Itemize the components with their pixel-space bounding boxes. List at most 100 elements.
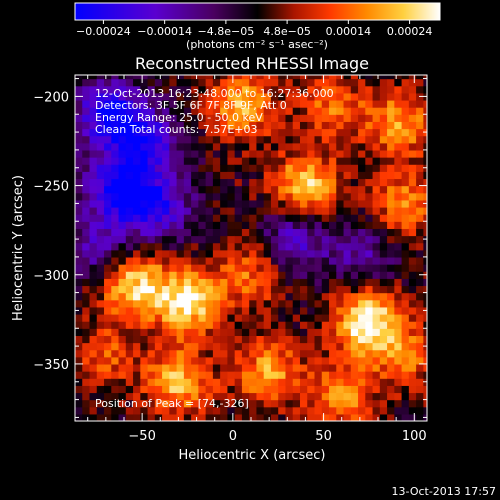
heatmap-cell <box>147 392 156 401</box>
heatmap-cell <box>111 378 120 386</box>
heatmap-cell <box>249 371 258 379</box>
heatmap-cell <box>118 256 127 265</box>
heatmap-cell <box>96 363 105 372</box>
heatmap-cell <box>82 221 91 229</box>
heatmap-cell <box>89 135 98 144</box>
heatmap-cell <box>125 85 134 94</box>
heatmap-cell <box>82 328 91 336</box>
heatmap-cell <box>387 413 395 421</box>
heatmap-cell <box>96 214 105 222</box>
heatmap-cell <box>292 385 301 394</box>
heatmap-cell <box>285 249 294 258</box>
heatmap-cell <box>401 271 410 279</box>
heatmap-cell <box>350 128 359 137</box>
heatmap-cell <box>140 178 149 187</box>
heatmap-cell <box>249 413 258 421</box>
heatmap-cell <box>292 228 301 237</box>
heatmap-cell <box>321 206 330 215</box>
heatmap-cell <box>299 371 308 379</box>
heatmap-cell <box>278 249 287 258</box>
heatmap-cell <box>154 413 163 421</box>
heatmap-cell <box>350 292 359 301</box>
heatmap-cell <box>401 85 410 94</box>
heatmap-cell <box>408 199 417 208</box>
heatmap-cell <box>89 271 98 279</box>
heatmap-cell <box>358 278 366 287</box>
heatmap-cell <box>416 321 424 329</box>
heatmap-cell <box>205 406 214 415</box>
heatmap-cell <box>416 363 424 372</box>
heatmap-cell <box>89 206 98 215</box>
heatmap-cell <box>256 92 265 101</box>
heatmap-cell <box>350 349 359 358</box>
heatmap-cell <box>416 85 424 94</box>
heatmap-cell <box>154 264 163 272</box>
heatmap-cell <box>118 192 127 201</box>
heatmap-cell <box>314 235 323 244</box>
heatmap-cell <box>307 356 316 365</box>
heatmap-cell <box>205 399 214 408</box>
heatmap-cell <box>307 228 316 237</box>
heatmap-cell <box>227 185 236 194</box>
heatmap-cell <box>307 157 316 165</box>
heatmap-cell <box>321 192 330 201</box>
heatmap-cell <box>387 206 395 215</box>
heatmap-cell <box>263 157 272 165</box>
heatmap-cell <box>423 228 427 237</box>
heatmap-cell <box>270 321 279 329</box>
heatmap-cell <box>118 164 127 172</box>
heatmap-cell <box>162 399 170 408</box>
heatmap-cell <box>350 214 359 222</box>
heatmap-cell <box>358 171 366 180</box>
heatmap-cell <box>394 292 403 301</box>
heatmap-cell <box>212 221 221 229</box>
heatmap-cell <box>205 75 214 80</box>
heatmap-cell <box>176 385 185 394</box>
heatmap-cell <box>198 199 207 208</box>
heatmap-cell <box>183 235 192 244</box>
heatmap-cell <box>183 313 192 322</box>
heatmap-cell <box>314 135 323 144</box>
heatmap-cell <box>416 313 424 322</box>
heatmap-cell <box>336 206 345 215</box>
heatmap-cell <box>314 413 323 421</box>
heatmap-cell <box>104 135 112 144</box>
heatmap-cell <box>220 185 229 194</box>
heatmap-cell <box>379 335 388 344</box>
heatmap-cell <box>307 78 316 87</box>
heatmap-cell <box>241 285 250 294</box>
heatmap-cell <box>82 306 91 315</box>
heatmap-cell <box>191 342 199 351</box>
heatmap-cell <box>249 342 258 351</box>
heatmap-cell <box>104 385 112 394</box>
heatmap-cell <box>169 199 178 208</box>
heatmap-cell <box>416 399 424 408</box>
heatmap-cell <box>358 199 366 208</box>
heatmap-cell <box>249 378 258 386</box>
heatmap-cell <box>408 378 417 386</box>
heatmap-cell <box>278 385 287 394</box>
heatmap-cell <box>220 321 229 329</box>
heatmap-cell <box>183 356 192 365</box>
heatmap-cell <box>212 392 221 401</box>
heatmap-cell <box>118 121 127 130</box>
heatmap-cell <box>89 335 98 344</box>
heatmap-cell <box>343 142 352 151</box>
heatmap-cell <box>321 406 330 415</box>
heatmap-cell <box>321 356 330 365</box>
heatmap-cell <box>212 92 221 101</box>
heatmap-cell <box>118 292 127 301</box>
heatmap-cell <box>191 121 199 130</box>
heatmap-cell <box>329 249 337 258</box>
heatmap-cell <box>82 85 91 94</box>
heatmap-cell <box>336 75 345 80</box>
heatmap-cell <box>408 278 417 287</box>
heatmap-cell <box>256 149 265 158</box>
heatmap-cell <box>162 256 170 265</box>
heatmap-cell <box>423 278 427 287</box>
heatmap-cell <box>147 214 156 222</box>
heatmap-cell <box>162 121 170 130</box>
heatmap-cell <box>162 249 170 258</box>
heatmap-cell <box>292 157 301 165</box>
heatmap-cell <box>241 356 250 365</box>
